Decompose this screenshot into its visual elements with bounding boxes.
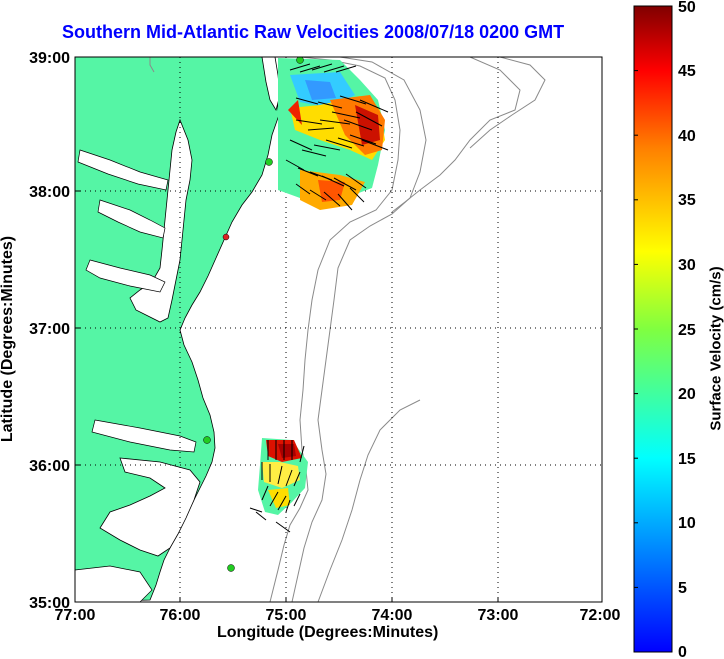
pamlico-sound: [99, 457, 201, 557]
colorbar-tick-label: 15: [678, 451, 696, 468]
y-tick-label: 38:00: [29, 184, 70, 201]
y-tick-label: 36:00: [29, 458, 70, 475]
bay-tributary-2: [85, 259, 166, 293]
colorbar-tick-label: 10: [678, 515, 696, 532]
x-tick-label: 72:00: [580, 607, 621, 624]
axes-frame: [74, 56, 603, 603]
y-tick-label: 39:00: [29, 50, 70, 67]
station-marker: [265, 158, 273, 166]
x-tick-label: 74:00: [372, 607, 413, 624]
colorbar-tick-label: 30: [678, 257, 696, 274]
colorbar-tick-label: 40: [678, 128, 696, 145]
colorbar-tick-label: 35: [678, 192, 696, 209]
y-tick-label: 35:00: [29, 595, 70, 612]
chesapeake-bay: [129, 118, 193, 323]
colorbar-tick-label: 45: [678, 63, 696, 80]
velocity-arrows-south: [249, 440, 305, 533]
station-marker: [222, 233, 230, 241]
albemarle-sound: [91, 419, 197, 453]
y-tick-label: 37:00: [29, 321, 70, 338]
colorbar-label: Surface Velocity (cm/s): [707, 266, 724, 431]
bay-tributary-1: [97, 199, 166, 239]
x-tick-label: 76:00: [160, 607, 201, 624]
station-marker: [227, 564, 235, 572]
x-axis-label: Longitude (Degrees:Minutes): [217, 624, 439, 641]
velocity-field-north: [278, 58, 385, 210]
x-tick-label: 73:00: [478, 607, 519, 624]
colorbar-tick-label: 25: [678, 322, 696, 339]
station-marker: [203, 436, 211, 444]
colorbar-ticks: [634, 5, 638, 653]
colorbar-tick-label: 5: [678, 580, 687, 597]
colorbar: [633, 5, 673, 653]
colorbar-tick-label: 0: [678, 644, 687, 659]
y-axis-label: Latitude (Degrees:Minutes): [0, 235, 16, 443]
x-tick-label: 75:00: [266, 607, 307, 624]
bay-tributary-3: [77, 149, 169, 191]
sound-south: [75, 565, 153, 602]
colorbar-tick-label: 20: [678, 386, 696, 403]
axis-ticks: [74, 56, 603, 603]
bathymetry-contours: [149, 57, 546, 602]
map-title: Southern Mid-Atlantic Raw Velocities 200…: [62, 22, 565, 42]
velocity-arrows-north: [285, 63, 389, 211]
colorbar-tick-label: 50: [678, 0, 696, 16]
station-marker: [296, 57, 304, 64]
x-tick-label: 77:00: [55, 607, 96, 624]
velocity-field-south: [258, 438, 308, 515]
